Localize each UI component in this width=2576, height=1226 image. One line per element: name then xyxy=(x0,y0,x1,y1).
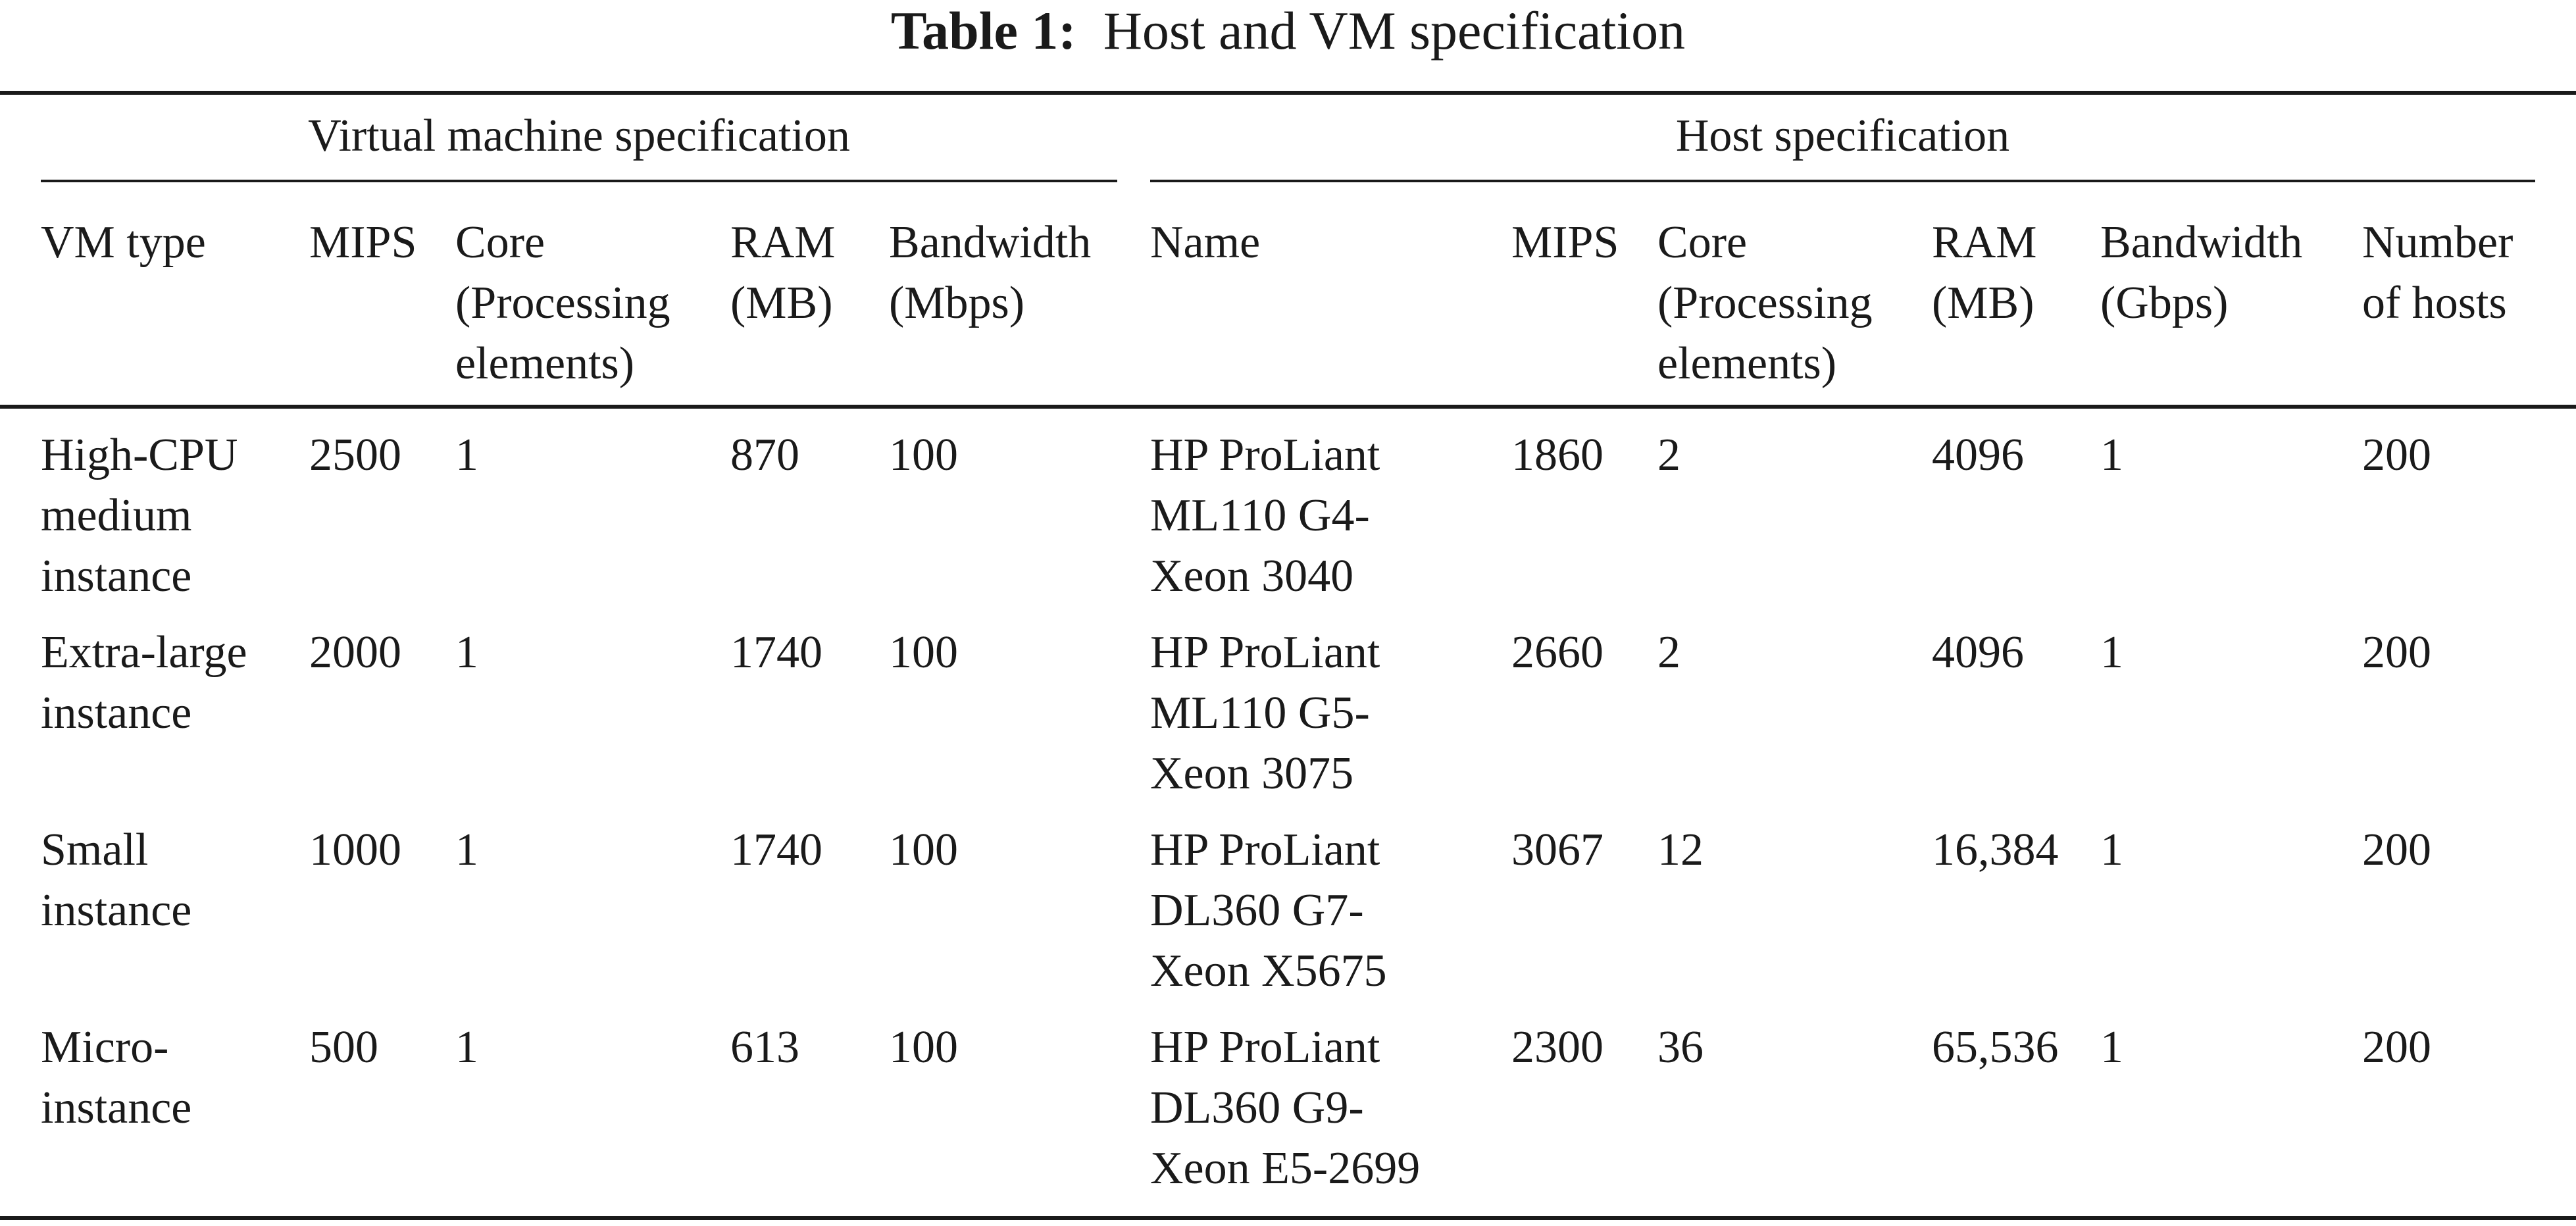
table-cell: 2 xyxy=(1657,627,1680,678)
group-rule-vm xyxy=(41,180,1117,182)
table-cell: 1860 xyxy=(1511,430,1604,480)
table-cell: HP ProLiant DL360 G9- Xeon E5-2699 xyxy=(1150,1022,1421,1194)
table-cell: 2 xyxy=(1657,430,1680,480)
table-cell: HP ProLiant ML110 G5- Xeon 3075 xyxy=(1150,627,1380,799)
table-cell: 100 xyxy=(889,825,958,875)
table-cell: 200 xyxy=(2362,825,2431,875)
table-cell: Small instance xyxy=(41,825,192,936)
top-rule xyxy=(0,91,2576,95)
column-header-host-core: Core (Processing elements) xyxy=(1657,217,1873,389)
table-caption-text: Host and VM specification xyxy=(1103,1,1686,61)
table-cell: 65,536 xyxy=(1932,1022,2059,1073)
table-cell: 100 xyxy=(889,627,958,678)
table-cell: 1 xyxy=(2100,825,2123,875)
table-cell: 100 xyxy=(889,430,958,480)
column-header-host-name: Name xyxy=(1150,217,1261,268)
table-cell: 1000 xyxy=(309,825,401,875)
group-header-host: Host specification xyxy=(1675,111,2010,161)
column-header-host-ram: RAM (MB) xyxy=(1932,217,2037,328)
column-header-host-mips: MIPS xyxy=(1511,217,1619,268)
table-cell: 200 xyxy=(2362,430,2431,480)
table-cell: 16,384 xyxy=(1932,825,2059,875)
table-cell: 1 xyxy=(455,430,478,480)
table-cell: 2000 xyxy=(309,627,401,678)
table-cell: 12 xyxy=(1657,825,1704,875)
table-cell: 613 xyxy=(730,1022,799,1073)
table-cell: 1 xyxy=(455,627,478,678)
table-cell: 2660 xyxy=(1511,627,1604,678)
column-header-host-bandwidth: Bandwidth (Gbps) xyxy=(2100,217,2303,328)
table-cell: High-CPU medium instance xyxy=(41,430,238,601)
column-header-host-count: Number of hosts xyxy=(2362,217,2513,328)
table-caption-label: Table 1: xyxy=(890,1,1076,61)
table-cell: 1 xyxy=(455,825,478,875)
table-cell: 1 xyxy=(2100,430,2123,480)
table-cell: 870 xyxy=(730,430,799,480)
table-cell: 4096 xyxy=(1932,430,2024,480)
column-header-vm-mips: MIPS xyxy=(309,217,417,268)
column-header-vm-ram: RAM (MB) xyxy=(730,217,836,328)
table-caption: Table 1: Host and VM specification xyxy=(0,0,2576,58)
table-cell: HP ProLiant DL360 G7- Xeon X5675 xyxy=(1150,825,1387,996)
column-header-vm-type: VM type xyxy=(41,217,206,268)
table-cell: 1740 xyxy=(730,627,822,678)
table-cell: HP ProLiant ML110 G4- Xeon 3040 xyxy=(1150,430,1380,601)
bottom-rule xyxy=(0,1216,2576,1220)
group-header-vm: Virtual machine specification xyxy=(308,111,850,161)
column-header-vm-bandwidth: Bandwidth (Mbps) xyxy=(889,217,1092,328)
table-cell: 1 xyxy=(2100,627,2123,678)
table-cell: 100 xyxy=(889,1022,958,1073)
table-cell: 4096 xyxy=(1932,627,2024,678)
table-cell: 1 xyxy=(455,1022,478,1073)
table-cell: 500 xyxy=(309,1022,378,1073)
table-cell: Extra-large instance xyxy=(41,627,247,738)
table-cell: 200 xyxy=(2362,1022,2431,1073)
header-rule xyxy=(0,405,2576,409)
table-cell: 200 xyxy=(2362,627,2431,678)
table-cell: 3067 xyxy=(1511,825,1604,875)
table-cell: 1 xyxy=(2100,1022,2123,1073)
table-cell: Micro- instance xyxy=(41,1022,192,1133)
table-cell: 36 xyxy=(1657,1022,1704,1073)
table-cell: 2500 xyxy=(309,430,401,480)
column-header-vm-core: Core (Processing elements) xyxy=(455,217,670,389)
table-cell: 1740 xyxy=(730,825,822,875)
table-cell: 2300 xyxy=(1511,1022,1604,1073)
group-rule-host xyxy=(1150,180,2535,182)
